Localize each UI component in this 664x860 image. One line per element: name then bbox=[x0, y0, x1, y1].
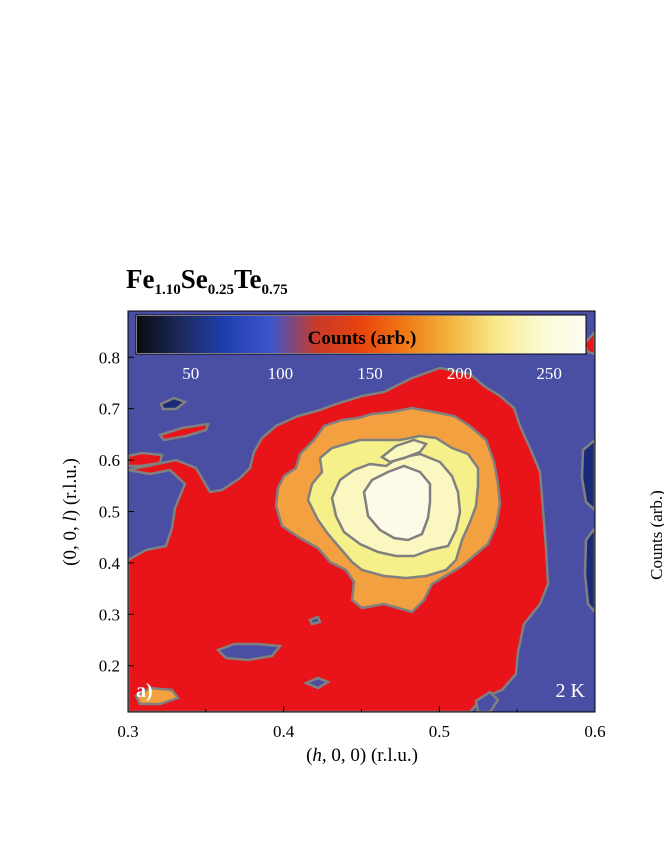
contour-level-1 bbox=[582, 330, 595, 356]
x-axis-label: (h, 0, 0) (r.l.u.) bbox=[306, 745, 418, 766]
x-tick-label: 0.4 bbox=[273, 722, 295, 741]
y-tick-label: 0.5 bbox=[99, 503, 120, 522]
colorbar-tick-label: 200 bbox=[447, 364, 473, 383]
temperature-label: 2 K bbox=[556, 680, 586, 702]
y-tick-label: 0.7 bbox=[99, 400, 121, 419]
x-tick-label: 0.5 bbox=[429, 722, 450, 741]
y-tick-label: 0.3 bbox=[99, 605, 120, 624]
contour-hole bbox=[215, 642, 283, 662]
contour-level-1 bbox=[157, 422, 210, 442]
contour-dark-patch bbox=[580, 438, 595, 512]
y-tick-label: 0.6 bbox=[99, 451, 120, 470]
colorbar: Counts (arb.) 50 100 150 200 250 bbox=[135, 314, 587, 383]
contour-hole bbox=[302, 676, 331, 690]
heatmap-plot bbox=[128, 311, 595, 712]
contour-level-4 bbox=[379, 438, 429, 464]
colorbar-tick-label: 100 bbox=[268, 364, 294, 383]
colorbar-tick-label: 50 bbox=[182, 364, 199, 383]
chart-title: Fe1.10Se0.25Te0.75 bbox=[126, 264, 288, 298]
x-tick-label: 0.3 bbox=[117, 722, 138, 741]
contour-level-2 bbox=[134, 686, 181, 706]
y-axis: 0.2 0.3 0.4 0.5 0.6 0.7 0.8 bbox=[99, 348, 134, 676]
x-axis: 0.3 0.4 0.5 0.6 bbox=[117, 706, 606, 741]
contour-hole bbox=[308, 615, 322, 626]
colorbar-label: Counts (arb.) bbox=[308, 328, 417, 349]
y-tick-label: 0.8 bbox=[99, 348, 120, 367]
colorbar-gradient bbox=[137, 316, 585, 353]
contour-hole bbox=[474, 690, 500, 712]
y-axis-label: (0, 0, l) (r.l.u.) bbox=[60, 458, 81, 566]
x-tick-label: 0.6 bbox=[584, 722, 605, 741]
right-panel-ylabel: Counts (arb.) bbox=[647, 490, 664, 580]
colorbar-tick-label: 250 bbox=[536, 364, 562, 383]
contour-level-1 bbox=[128, 451, 164, 468]
y-tick-label: 0.2 bbox=[99, 657, 120, 676]
panel-label: a) bbox=[136, 680, 153, 702]
contour-peak bbox=[362, 464, 432, 542]
y-tick-label: 0.4 bbox=[99, 554, 121, 573]
contour-dark-patch bbox=[159, 396, 188, 411]
contour-dark-patch bbox=[583, 525, 595, 614]
colorbar-tick-label: 150 bbox=[357, 364, 383, 383]
